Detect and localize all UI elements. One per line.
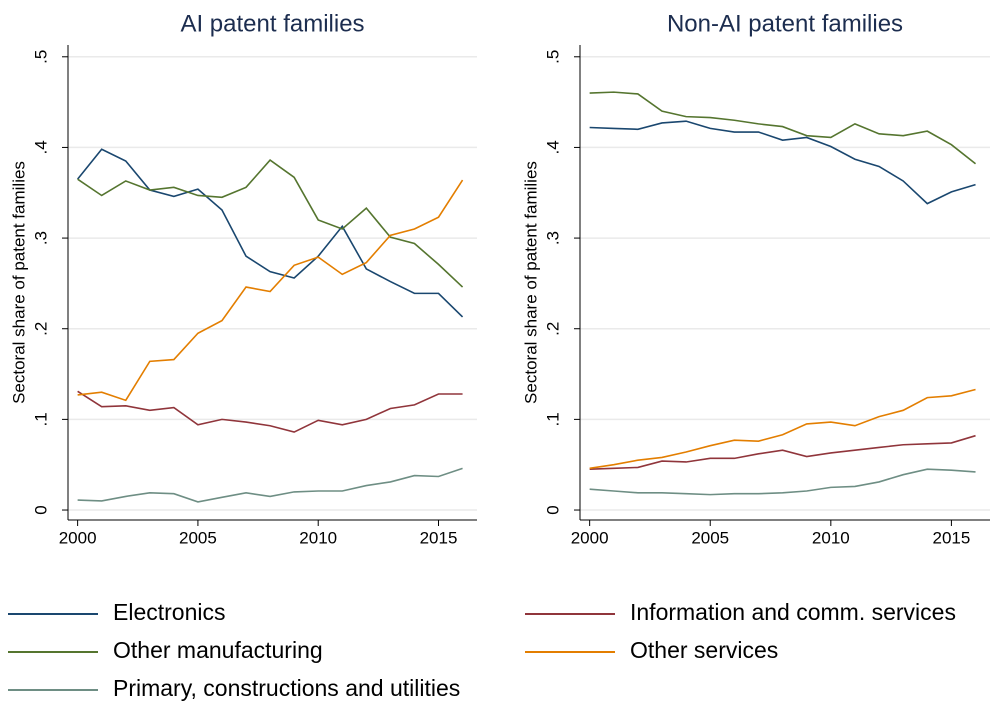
legend-label: Other services [630,637,778,663]
legend-label: Primary, constructions and utilities [113,675,460,701]
y-axis-label: Sectoral share of patent families [521,161,540,404]
legend-label: Electronics [113,599,225,625]
y-tick-label: 0 [543,505,562,514]
x-tick-label: 2000 [571,528,609,547]
chart-title: Non-AI patent families [667,10,903,37]
series-line [77,390,463,433]
y-tick-label: .3 [543,231,562,245]
series-line [77,148,464,318]
series-line [77,467,463,503]
y-tick-label: .4 [543,140,562,154]
series-line [589,91,977,165]
y-tick-label: .4 [31,140,50,154]
y-tick-label: .5 [543,50,562,64]
series-line [77,179,464,402]
series-line [589,434,976,471]
x-tick-label: 2010 [299,528,337,547]
x-tick-label: 2015 [420,528,458,547]
y-tick-label: .5 [31,50,50,64]
x-tick-label: 2000 [59,528,97,547]
y-tick-label: .2 [31,322,50,336]
y-tick-label: .1 [31,412,50,426]
y-tick-label: .3 [31,231,50,245]
x-tick-label: 2010 [812,528,850,547]
x-tick-label: 2015 [932,528,970,547]
legend-label: Information and comm. services [630,599,956,625]
legend-label: Other manufacturing [113,637,323,663]
y-axis-label: Sectoral share of patent families [9,161,28,404]
y-tick-label: 0 [31,505,50,514]
y-tick-label: .2 [543,322,562,336]
series-line [589,388,976,470]
y-tick-label: .1 [543,412,562,426]
chart-title: AI patent families [180,10,364,37]
series-line [589,120,976,205]
series-line [77,159,464,288]
x-tick-label: 2005 [179,528,217,547]
series-line [589,468,976,496]
x-tick-label: 2005 [691,528,729,547]
